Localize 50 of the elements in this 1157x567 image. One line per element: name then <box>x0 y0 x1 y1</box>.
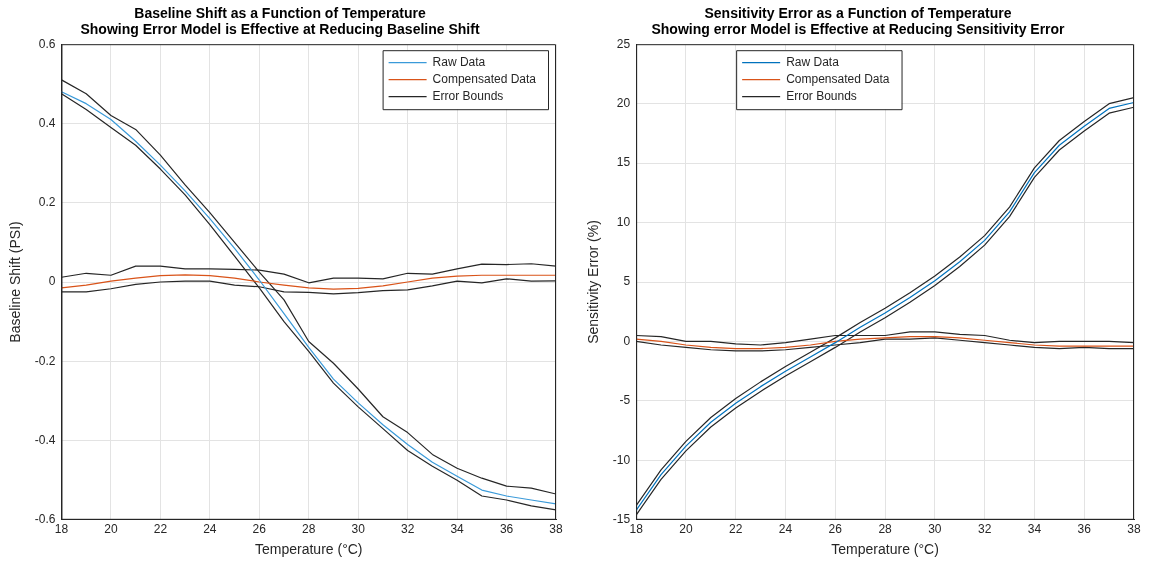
y-tick-label: 0.2 <box>38 195 56 210</box>
x-tick-label: 24 <box>203 522 217 537</box>
y-tick-label: -0.2 <box>34 353 56 368</box>
x-tick-label: 18 <box>54 522 69 537</box>
legend-label: Compensated Data <box>786 72 890 87</box>
y-tick-label: -0.6 <box>34 512 56 527</box>
legend-label: Error Bounds <box>432 89 504 104</box>
x-axis-title: Temperature (°C) <box>254 541 363 558</box>
x-tick-label: 38 <box>1127 522 1141 537</box>
x-tick-label: 26 <box>828 522 843 537</box>
y-tick-label: 0.4 <box>38 115 56 130</box>
y-tick-label: 10 <box>616 214 631 229</box>
y-tick-label: 0 <box>623 333 631 348</box>
legend-label: Raw Data <box>786 55 840 70</box>
x-tick-label: 20 <box>104 522 118 537</box>
x-tick-label: 36 <box>499 522 514 537</box>
x-tick-label: 22 <box>729 522 743 537</box>
x-axis-title: Temperature (°C) <box>831 541 939 558</box>
y-tick-label: 0 <box>48 274 56 289</box>
x-tick-label: 32 <box>400 522 415 537</box>
y-tick-label: -5 <box>619 393 631 408</box>
y-axis-title: Baseline Shift (PSI) <box>7 221 24 343</box>
x-tick-label: 32 <box>977 522 992 537</box>
y-tick-label: 5 <box>623 274 631 289</box>
x-tick-label: 18 <box>629 522 644 537</box>
x-tick-label: 20 <box>679 522 693 537</box>
x-tick-label: 38 <box>549 522 563 537</box>
x-tick-label: 30 <box>928 522 942 537</box>
y-tick-label: 25 <box>616 36 631 51</box>
x-tick-label: 34 <box>1027 522 1042 537</box>
y-tick-label: -0.4 <box>34 432 56 447</box>
y-tick-label: -10 <box>612 452 631 467</box>
x-tick-label: 24 <box>778 522 793 537</box>
legend-label: Raw Data <box>432 55 486 70</box>
x-tick-label: 28 <box>878 522 893 537</box>
x-tick-label: 30 <box>351 522 366 537</box>
legend-label: Compensated Data <box>432 72 537 87</box>
x-tick-label: 26 <box>252 522 267 537</box>
y-tick-label: -15 <box>612 512 631 527</box>
chart-title: Baseline Shift as a Function of Temperature Showing Error Model is Effective at Reducing Baseline Shift <box>80 4 480 38</box>
x-tick-label: 36 <box>1077 522 1092 537</box>
y-tick-label: 15 <box>616 155 631 170</box>
y-axis-title: Sensitivity Error (%) <box>585 220 602 344</box>
x-tick-label: 28 <box>302 522 316 537</box>
chart-title: Sensitivity Error as a Function of Temperature Showing error Model is Effective at Reducing Sensitivity Error <box>651 4 1066 38</box>
x-tick-label: 22 <box>153 522 168 537</box>
y-tick-label: 20 <box>616 95 631 110</box>
x-tick-label: 34 <box>450 522 465 537</box>
legend-label: Error Bounds <box>786 89 857 104</box>
y-tick-label: 0.6 <box>38 36 56 51</box>
